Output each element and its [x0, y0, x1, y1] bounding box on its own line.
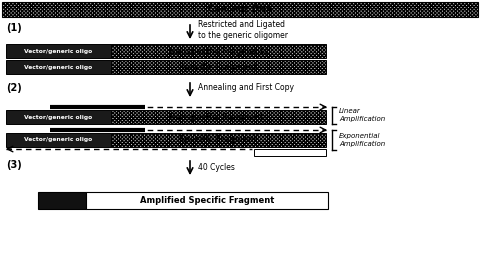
Bar	[6, 133, 111, 147]
Bar	[86, 192, 328, 209]
Text: Nonspecific Fragments: Nonspecific Fragments	[169, 112, 268, 122]
Bar	[6, 44, 111, 58]
Text: 40 Cycles: 40 Cycles	[198, 163, 235, 172]
Bar	[2, 2, 478, 17]
Bar	[111, 44, 326, 58]
Text: Amplified Specific Fragment: Amplified Specific Fragment	[140, 196, 274, 205]
Bar	[6, 110, 111, 124]
Text: Specific Fragment: Specific Fragment	[180, 62, 258, 71]
Text: Specific Fragment: Specific Fragment	[180, 135, 258, 144]
Text: (3): (3)	[6, 160, 22, 170]
Text: Vector/generic oligo: Vector/generic oligo	[24, 64, 93, 69]
Bar	[111, 110, 326, 124]
Text: Linear
Amplification: Linear Amplification	[339, 108, 385, 122]
Text: (2): (2)	[6, 83, 22, 93]
Text: Vector/generic oligo: Vector/generic oligo	[24, 49, 93, 53]
Text: Exponential
Amplification: Exponential Amplification	[339, 133, 385, 147]
Text: Nonspecific Fragments: Nonspecific Fragments	[169, 46, 268, 55]
Bar	[254, 149, 326, 156]
Bar	[111, 60, 326, 74]
Text: Genomic DNA: Genomic DNA	[208, 5, 272, 14]
Text: Annealing and First Copy: Annealing and First Copy	[198, 84, 294, 93]
Text: Vector/generic oligo: Vector/generic oligo	[24, 138, 93, 142]
Bar	[38, 192, 86, 209]
Text: Restricted and Ligated
to the generic oligomer: Restricted and Ligated to the generic ol…	[198, 20, 288, 40]
Bar	[6, 60, 111, 74]
Text: (1): (1)	[6, 23, 22, 33]
Bar	[111, 133, 326, 147]
Text: Vector/generic oligo: Vector/generic oligo	[24, 115, 93, 119]
